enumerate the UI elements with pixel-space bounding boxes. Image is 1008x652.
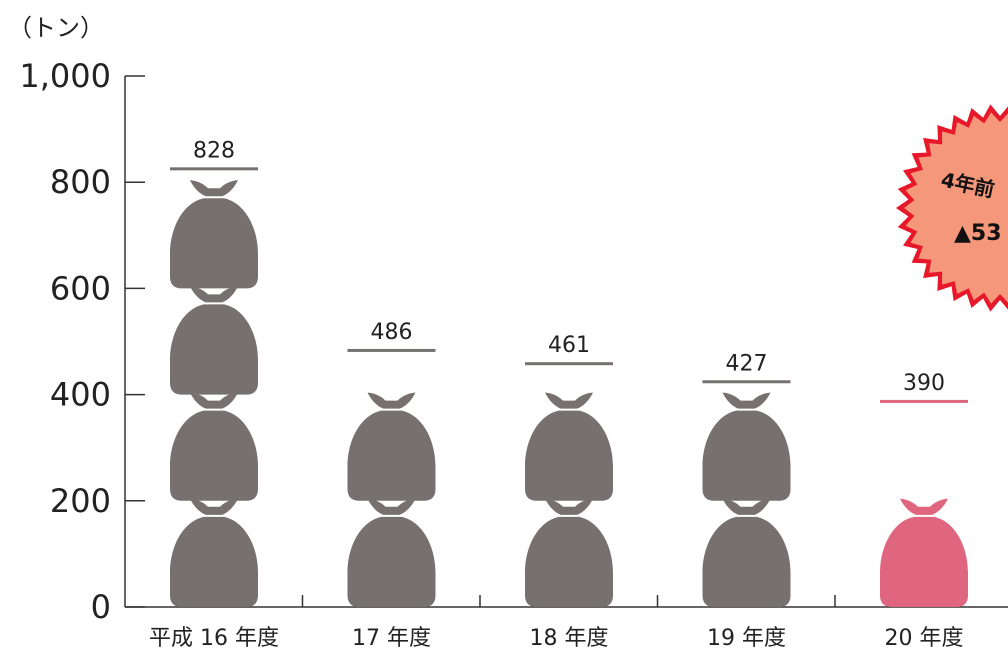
bag-icon: [170, 286, 258, 395]
x-axis: 平成 16 年度 17 年度 18 年度 19 年度 20 年度: [125, 595, 1008, 651]
y-tick-label: 800: [50, 163, 111, 201]
bag-icon: [702, 392, 791, 501]
y-axis: 0 200 400 600 800 1,000: [19, 57, 145, 626]
x-tick-label: 18 年度: [530, 626, 609, 651]
partial-bag-cap: [702, 380, 791, 384]
data-label: 427: [726, 351, 768, 376]
data-label: 828: [193, 138, 235, 163]
bar: 390: [880, 371, 968, 607]
y-tick-label: 1,000: [19, 57, 111, 95]
burst-fill: [904, 112, 1008, 304]
bag-icon: [170, 180, 258, 289]
bag-icon: [702, 498, 791, 607]
partial-bag-cap: [880, 399, 968, 403]
data-label: 390: [903, 371, 945, 396]
partial-bag-icon: [703, 286, 791, 394]
bar: 828: [170, 74, 258, 607]
bag-icon: [170, 392, 258, 501]
y-tick-label: 600: [50, 269, 111, 307]
bar: 461: [525, 333, 613, 607]
reduction-burst: 4年前 ▲53: [896, 104, 1008, 312]
x-tick-label: 19 年度: [707, 626, 786, 651]
bag-icon: [170, 498, 258, 607]
bag-icon: [347, 498, 436, 607]
y-unit-label: （トン）: [8, 14, 104, 42]
partial-bag-icon: [170, 74, 258, 182]
data-label: 461: [548, 333, 590, 358]
data-label: 486: [371, 320, 413, 345]
burst-text-line2: ▲53: [954, 221, 1002, 246]
y-tick-label: 400: [50, 376, 111, 414]
x-tick-label: 平成 16 年度: [149, 626, 279, 651]
bag-icon: [525, 498, 613, 607]
bar: 486: [347, 320, 436, 607]
partial-bag-icon: [880, 393, 968, 501]
partial-bag-cap: [525, 362, 613, 366]
bar: 427: [702, 286, 791, 607]
y-tick-label: 200: [50, 482, 111, 520]
partial-bag-cap: [347, 348, 436, 352]
y-tick-label: 0: [91, 588, 111, 626]
bag-icon: [880, 498, 968, 607]
bag-icon: [347, 392, 436, 501]
partial-bag-cap: [170, 167, 258, 171]
bag-icon: [525, 392, 613, 501]
x-tick-label: 20 年度: [885, 626, 964, 651]
x-tick-label: 17 年度: [352, 626, 431, 651]
